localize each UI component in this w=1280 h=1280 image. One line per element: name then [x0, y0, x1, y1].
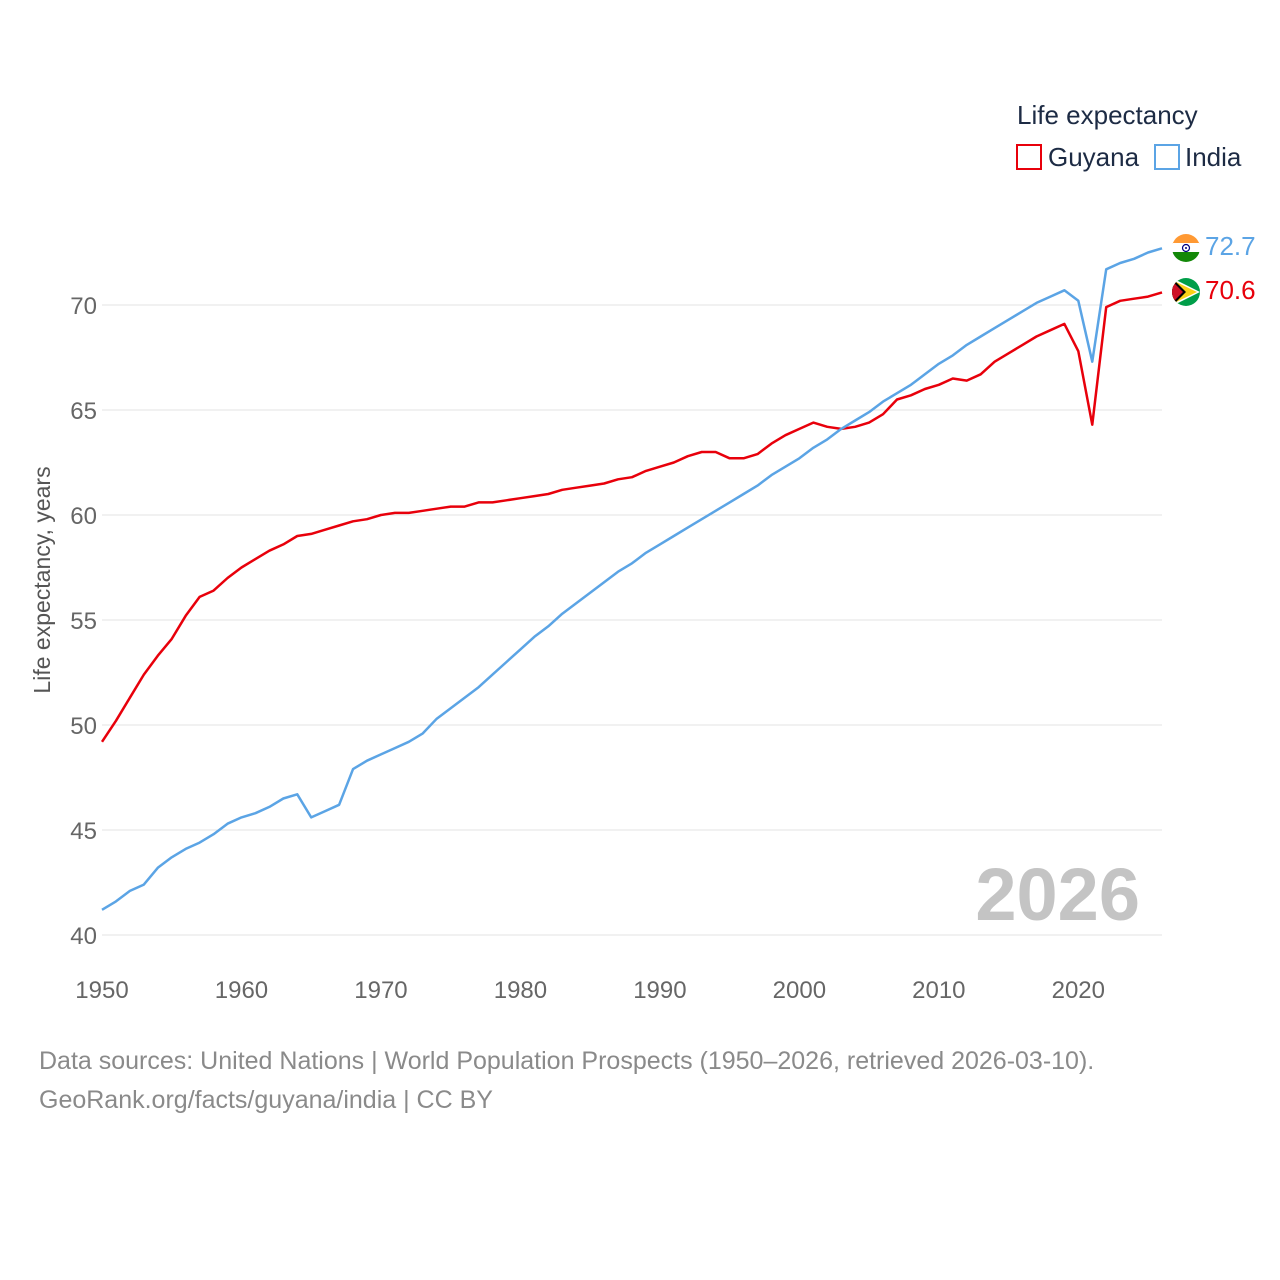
y-tick-label: 55: [70, 608, 97, 635]
y-axis-label: Life expectancy, years: [29, 466, 55, 693]
series-line-india[interactable]: [101, 247, 1163, 911]
y-tick-label: 60: [70, 503, 97, 530]
legend: Life expectancy Guyana India: [1016, 100, 1242, 172]
y-axis-ticks: 40 45 50 55 60 65 70: [70, 293, 97, 950]
guyana-end-value: 70.6: [1205, 275, 1256, 305]
gridlines: [102, 304, 1162, 936]
data-source-text: Data sources: United Nations | World Pop…: [39, 1047, 1095, 1075]
x-tick-label: 1950: [75, 977, 128, 1004]
y-tick-label: 65: [70, 398, 97, 425]
series-line-guyana[interactable]: [100, 291, 1163, 743]
legend-swatch-india: [1154, 144, 1180, 170]
guyana-flag-icon: [1172, 278, 1200, 306]
india-end-value: 72.7: [1205, 231, 1256, 261]
x-tick-label: 1970: [354, 977, 407, 1004]
y-tick-label: 45: [70, 818, 97, 845]
y-tick-label: 40: [70, 923, 97, 950]
x-tick-label: 1980: [494, 977, 547, 1004]
legend-item-guyana[interactable]: Guyana: [1016, 142, 1140, 172]
footer: Data sources: United Nations | World Pop…: [39, 1042, 1094, 1120]
x-axis-ticks: 1950 1960 1970 1980 1990 2000 2010 2020: [75, 977, 1105, 1004]
series-lines: [100, 247, 1163, 911]
legend-title: Life expectancy: [1017, 100, 1198, 130]
y-tick-label: 50: [70, 713, 97, 740]
legend-label-india: India: [1185, 142, 1242, 172]
current-year-watermark: 2026: [975, 853, 1140, 936]
y-tick-label: 70: [70, 293, 97, 320]
x-tick-label: 2000: [773, 977, 826, 1004]
source-link-text[interactable]: GeoRank.org/facts/guyana/india | CC BY: [39, 1086, 493, 1114]
legend-item-india[interactable]: India: [1154, 142, 1242, 172]
legend-label-guyana: Guyana: [1048, 142, 1140, 172]
legend-swatch-guyana: [1016, 144, 1042, 170]
x-tick-label: 1960: [215, 977, 268, 1004]
life-expectancy-chart: 40 45 50 55 60 65 70 1950 1960 1970 1980 1990 2000 2…: [29, 100, 1256, 1004]
x-tick-label: 2020: [1052, 977, 1105, 1004]
x-tick-label: 1990: [633, 977, 686, 1004]
india-flag-icon: [1172, 234, 1200, 262]
x-tick-label: 2010: [912, 977, 965, 1004]
